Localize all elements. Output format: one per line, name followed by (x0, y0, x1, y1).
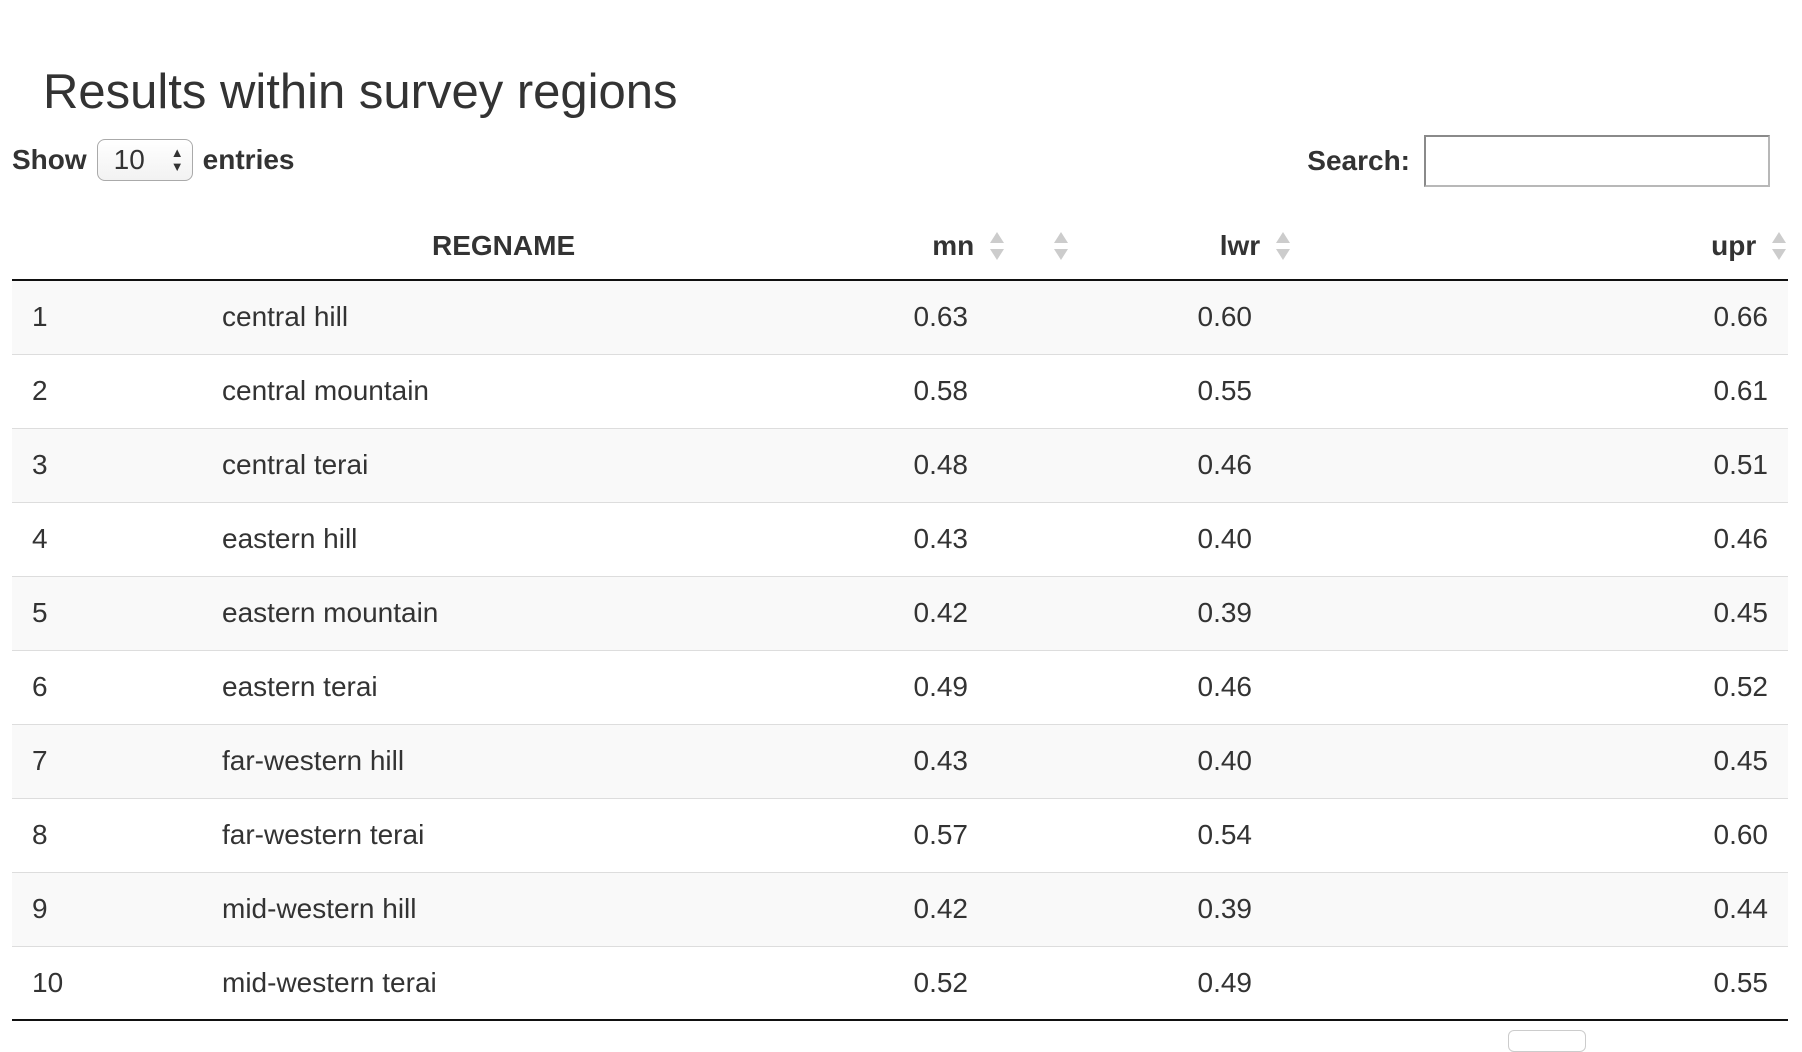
row-index: 8 (12, 797, 208, 872)
row-mn: 0.43 (868, 723, 1178, 798)
row-index: 4 (12, 501, 208, 576)
table-header-row: REGNAME mn lwr (12, 212, 1788, 281)
show-label: Show (12, 144, 87, 175)
header-regname-label: REGNAME (432, 229, 576, 261)
select-arrows-icon: ▲ ▼ (170, 145, 184, 174)
row-upr: 0.45 (1478, 575, 1788, 650)
table-row: 10 mid-western terai 0.52 0.49 0.55 (12, 945, 1788, 1020)
sort-both-icon (1770, 230, 1788, 262)
row-lwr: 0.60 (1178, 280, 1478, 354)
header-mn-label: mn (932, 230, 975, 262)
search-input[interactable] (1424, 135, 1770, 187)
row-mn: 0.58 (868, 353, 1178, 428)
entries-length-control: Show 10 ▲ ▼ entries (12, 138, 295, 182)
row-mn: 0.49 (868, 649, 1178, 724)
table-row: 9 mid-western hill 0.42 0.39 0.44 (12, 871, 1788, 946)
row-upr: 0.66 (1478, 280, 1788, 354)
row-lwr: 0.39 (1178, 871, 1478, 946)
row-upr: 0.46 (1478, 501, 1788, 576)
row-mn: 0.42 (868, 871, 1178, 946)
row-lwr: 0.54 (1178, 797, 1478, 872)
row-lwr: 0.46 (1178, 427, 1478, 502)
row-index: 7 (12, 723, 208, 798)
row-regname: mid-western hill (208, 871, 868, 946)
row-upr: 0.60 (1478, 797, 1788, 872)
row-lwr: 0.40 (1178, 723, 1478, 798)
row-lwr: 0.55 (1178, 353, 1478, 428)
row-regname: central hill (208, 280, 868, 354)
row-mn: 0.43 (868, 501, 1178, 576)
row-lwr: 0.40 (1178, 501, 1478, 576)
row-lwr: 0.49 (1178, 945, 1478, 1020)
row-regname: mid-western terai (208, 945, 868, 1020)
entries-label: entries (202, 144, 295, 175)
header-mn[interactable]: mn (868, 212, 1178, 281)
row-index: 9 (12, 871, 208, 946)
results-table-container: REGNAME mn lwr (12, 212, 1788, 1021)
search-label: Search: (1307, 145, 1410, 176)
table-row: 8 far-western terai 0.57 0.54 0.60 (12, 797, 1788, 872)
row-mn: 0.48 (868, 427, 1178, 502)
row-upr: 0.45 (1478, 723, 1788, 798)
row-mn: 0.42 (868, 575, 1178, 650)
header-lwr[interactable]: lwr (1178, 212, 1478, 281)
row-mn: 0.63 (868, 280, 1178, 354)
sort-both-icon (988, 230, 1006, 262)
results-table: REGNAME mn lwr (12, 212, 1788, 1021)
row-regname: eastern hill (208, 501, 868, 576)
page-title: Results within survey regions (43, 65, 678, 119)
table-row: 6 eastern terai 0.49 0.46 0.52 (12, 649, 1788, 724)
header-regname[interactable]: REGNAME (208, 212, 1068, 281)
header-lwr-label: lwr (1219, 230, 1261, 262)
header-upr[interactable]: upr (1478, 212, 1788, 281)
row-index: 5 (12, 575, 208, 650)
row-index: 3 (12, 427, 208, 502)
table-row: 3 central terai 0.48 0.46 0.51 (12, 427, 1788, 502)
table-row: 7 far-western hill 0.43 0.40 0.45 (12, 723, 1788, 798)
entries-per-page-select[interactable]: 10 ▲ ▼ (96, 139, 193, 181)
row-mn: 0.57 (868, 797, 1178, 872)
row-regname: eastern terai (208, 649, 868, 724)
row-upr: 0.52 (1478, 649, 1788, 724)
row-upr: 0.51 (1478, 427, 1788, 502)
entries-per-page-value: 10 (113, 144, 145, 175)
row-mn: 0.52 (868, 945, 1178, 1020)
row-index: 6 (12, 649, 208, 724)
row-regname: far-western hill (208, 723, 868, 798)
header-upr-label: upr (1711, 230, 1757, 262)
search-control: Search: (1307, 135, 1770, 187)
row-upr: 0.61 (1478, 353, 1788, 428)
table-row: 2 central mountain 0.58 0.55 0.61 (12, 353, 1788, 428)
row-index: 2 (12, 353, 208, 428)
row-regname: central mountain (208, 353, 868, 428)
row-regname: far-western terai (208, 797, 868, 872)
row-upr: 0.44 (1478, 871, 1788, 946)
table-row: 1 central hill 0.63 0.60 0.66 (12, 280, 1788, 354)
row-regname: central terai (208, 427, 868, 502)
table-row: 4 eastern hill 0.43 0.40 0.46 (12, 501, 1788, 576)
row-upr: 0.55 (1478, 945, 1788, 1020)
row-lwr: 0.46 (1178, 649, 1478, 724)
row-index: 10 (12, 945, 208, 1020)
row-index: 1 (12, 280, 208, 354)
row-lwr: 0.39 (1178, 575, 1478, 650)
pagination-button[interactable] (1508, 1030, 1586, 1052)
row-regname: eastern mountain (208, 575, 868, 650)
table-row: 5 eastern mountain 0.42 0.39 0.45 (12, 575, 1788, 650)
header-index (12, 212, 208, 281)
sort-both-icon (1274, 230, 1292, 262)
